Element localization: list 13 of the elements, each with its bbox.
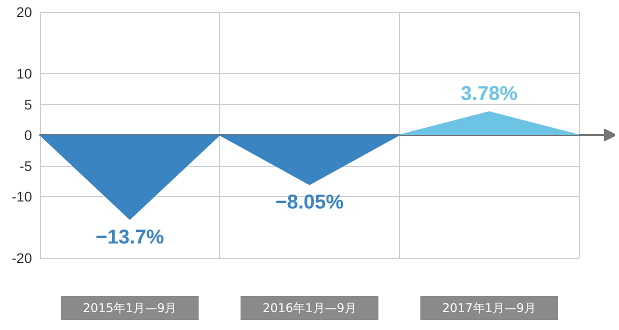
data-label: 3.78% — [460, 82, 518, 105]
y-tick-label: 5 — [24, 96, 32, 112]
y-tick-label: 10 — [16, 66, 32, 82]
y-tick-label: -20 — [12, 250, 32, 266]
data-label: −13.7% — [96, 226, 164, 248]
y-tick-label: -5 — [20, 158, 32, 174]
x-tick-label: 2016年1月—9月 — [262, 301, 356, 315]
x-tick-label: 2015年1月—9月 — [82, 301, 177, 315]
x-tick-label: 2017年1月—9月 — [442, 301, 536, 315]
data-label: −8.05% — [275, 192, 344, 214]
y-tick-label: 0 — [24, 127, 32, 143]
y-tick-label: 20 — [16, 4, 32, 20]
y-tick-label: -10 — [12, 188, 32, 204]
